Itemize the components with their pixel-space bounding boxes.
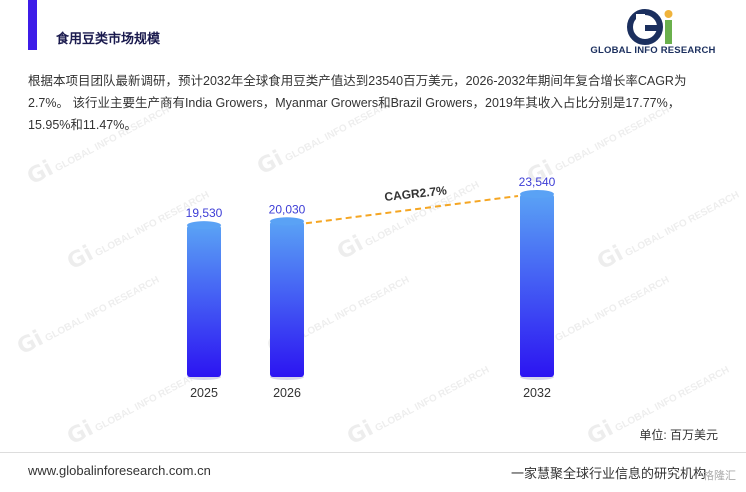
- logo-mark-icon: [627, 9, 673, 45]
- cagr-annotation: CAGR2.7%: [384, 183, 448, 204]
- page-title: 食用豆类市场规模: [56, 31, 161, 46]
- bar-2025: [187, 225, 221, 377]
- footer-website-link[interactable]: www.globalinforesearch.com.cn: [28, 463, 211, 478]
- summary-paragraph: 根据本项目团队最新调研，预计2032年全球食用豆类产值达到23540百万美元，2…: [28, 74, 687, 132]
- x-tick-label-2032: 2032: [523, 386, 551, 400]
- bar-2032: [520, 194, 554, 377]
- corner-watermark-badge: 格隆汇: [703, 470, 736, 482]
- footer-slogan: 一家慧聚全球行业信息的研究机构: [510, 466, 706, 481]
- data-label-2026: 20,030: [269, 202, 306, 216]
- company-logo: GLOBAL INFO RESEARCH: [583, 8, 723, 60]
- bar-2026: [270, 221, 304, 377]
- x-tick-label-2025: 2025: [190, 386, 218, 400]
- footer-divider: [0, 452, 746, 453]
- bar-chart: 19,530 2025 20,030 2026 23,540 2032 CAGR2.7%: [186, 175, 556, 400]
- data-label-2025: 19,530: [186, 206, 223, 220]
- unit-label: 单位: 百万美元: [639, 428, 718, 442]
- bar-top-cap: [187, 221, 221, 230]
- data-label-2032: 23,540: [519, 175, 556, 189]
- header-accent-bar: [28, 0, 37, 50]
- cagr-trend-line: [305, 195, 519, 225]
- bar-top-cap: [520, 190, 554, 198]
- x-tick-label-2026: 2026: [273, 386, 301, 400]
- logo-text: GLOBAL INFO RESEARCH: [590, 45, 716, 56]
- bar-top-cap: [270, 217, 304, 226]
